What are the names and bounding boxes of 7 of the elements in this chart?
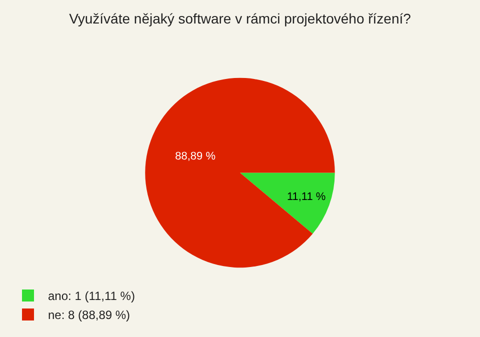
data-label: 88,89 % xyxy=(175,150,216,163)
legend-label: ano: 1 (11,11 %) xyxy=(48,289,135,304)
data-label: 11,11 % xyxy=(286,190,326,203)
chart-title: Využíváte nějaký software v rámci projektového řízení? xyxy=(69,10,412,26)
legend-label: ne: 8 (88,89 %) xyxy=(48,308,130,322)
pie-slice xyxy=(145,78,335,268)
pie-slice xyxy=(240,172,335,234)
